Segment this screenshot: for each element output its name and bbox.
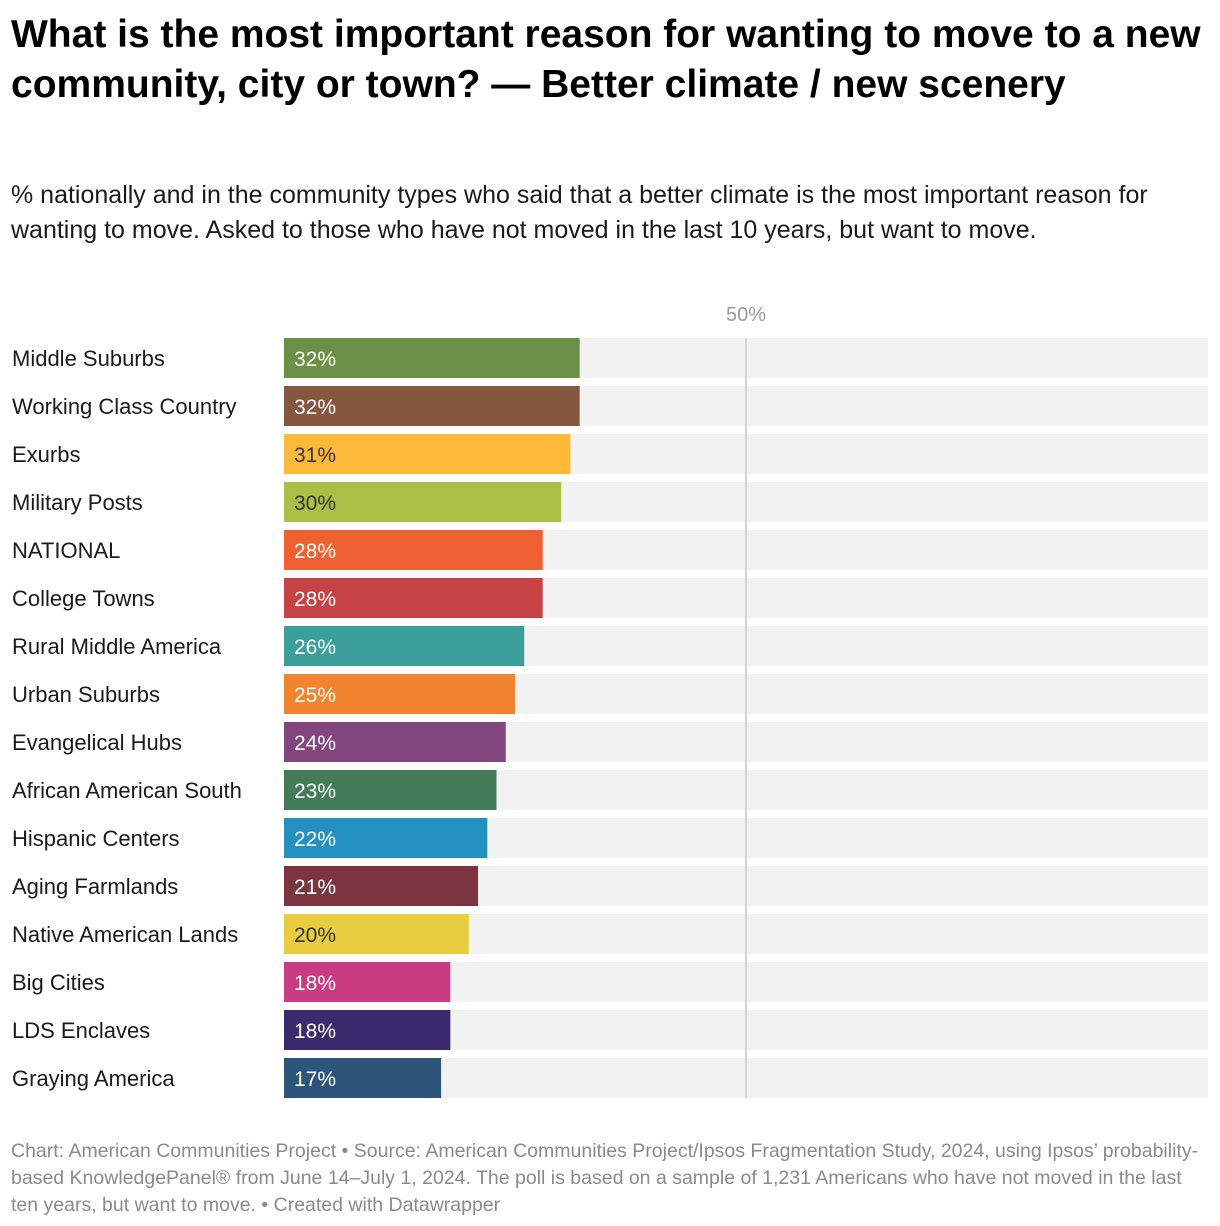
value-label: 24% — [294, 732, 336, 755]
value-label: 18% — [294, 972, 336, 995]
value-label: 23% — [294, 780, 336, 803]
category-label: Middle Suburbs — [12, 346, 165, 371]
value-label: 18% — [294, 1020, 336, 1043]
bar-row: LDS Enclaves 18% — [12, 1010, 1208, 1050]
category-label: Rural Middle America — [12, 634, 222, 659]
bar-row: Evangelical Hubs 24% — [12, 722, 1208, 762]
bar — [284, 674, 515, 714]
bar — [284, 866, 479, 906]
bar-chart: Middle Suburbs 32% Working Class Country 32… — [0, 295, 1220, 1110]
bar — [284, 338, 580, 378]
bar — [284, 434, 571, 474]
value-label: 32% — [294, 348, 336, 371]
category-label: Working Class Country — [12, 394, 237, 419]
bar-chart-svg: Middle Suburbs 32% Working Class Country 32… — [12, 304, 1208, 1098]
value-label: 20% — [294, 924, 336, 947]
value-label: 26% — [294, 636, 336, 659]
bar-row: Graying America 17% — [12, 1058, 1208, 1098]
category-label: Urban Suburbs — [12, 682, 160, 707]
value-label: 25% — [294, 684, 336, 707]
bar-row: NATIONAL 28% — [12, 530, 1208, 570]
value-label: 31% — [294, 444, 336, 467]
value-label: 22% — [294, 828, 336, 851]
category-label: Hispanic Centers — [12, 826, 180, 851]
category-label: Graying America — [12, 1066, 175, 1091]
category-label: Aging Farmlands — [12, 874, 178, 899]
value-label: 30% — [294, 492, 336, 515]
bar — [284, 578, 543, 618]
category-label: Native American Lands — [12, 922, 238, 947]
bar — [284, 770, 497, 810]
category-label: Big Cities — [12, 970, 105, 995]
bar-row: Hispanic Centers 22% — [12, 818, 1208, 858]
bar-row: Military Posts 30% — [12, 482, 1208, 522]
bar — [284, 626, 525, 666]
bar-row: Middle Suburbs 32% — [12, 338, 1208, 378]
bar-row: Native American Lands 20% — [12, 914, 1208, 954]
bar — [284, 386, 580, 426]
value-label: 17% — [294, 1068, 336, 1091]
bar-row: Rural Middle America 26% — [12, 626, 1208, 666]
bar — [284, 722, 506, 762]
category-label: LDS Enclaves — [12, 1018, 150, 1043]
category-label: Military Posts — [12, 490, 143, 515]
chart-footer: Chart: American Communities Project • So… — [11, 1140, 1199, 1216]
category-label: African American South — [12, 778, 242, 803]
bar — [284, 530, 543, 570]
bar-row: African American South 23% — [12, 770, 1208, 810]
chart-title: What is the most important reason for wa… — [11, 13, 1201, 106]
bar — [284, 962, 451, 1002]
bar — [284, 1058, 442, 1098]
value-label: 21% — [294, 876, 336, 899]
category-label: NATIONAL — [12, 538, 120, 563]
category-label: Evangelical Hubs — [12, 730, 182, 755]
bar — [284, 818, 488, 858]
value-label: 28% — [294, 540, 336, 563]
bar-row: Urban Suburbs 25% — [12, 674, 1208, 714]
value-label: 28% — [294, 588, 336, 611]
reference-line-label: 50% — [726, 304, 766, 326]
category-label: College Towns — [12, 586, 155, 611]
bar-row: Exurbs 31% — [12, 434, 1208, 474]
bar — [284, 1010, 451, 1050]
category-label: Exurbs — [12, 442, 80, 467]
bar-row: College Towns 28% — [12, 578, 1208, 618]
value-label: 32% — [294, 396, 336, 419]
bar — [284, 482, 562, 522]
bar-row: Working Class Country 32% — [12, 386, 1208, 426]
bar-row: Big Cities 18% — [12, 962, 1208, 1002]
chart-subtitle: % nationally and in the community types … — [11, 181, 1148, 244]
bar-row: Aging Farmlands 21% — [12, 866, 1208, 906]
bar — [284, 914, 469, 954]
